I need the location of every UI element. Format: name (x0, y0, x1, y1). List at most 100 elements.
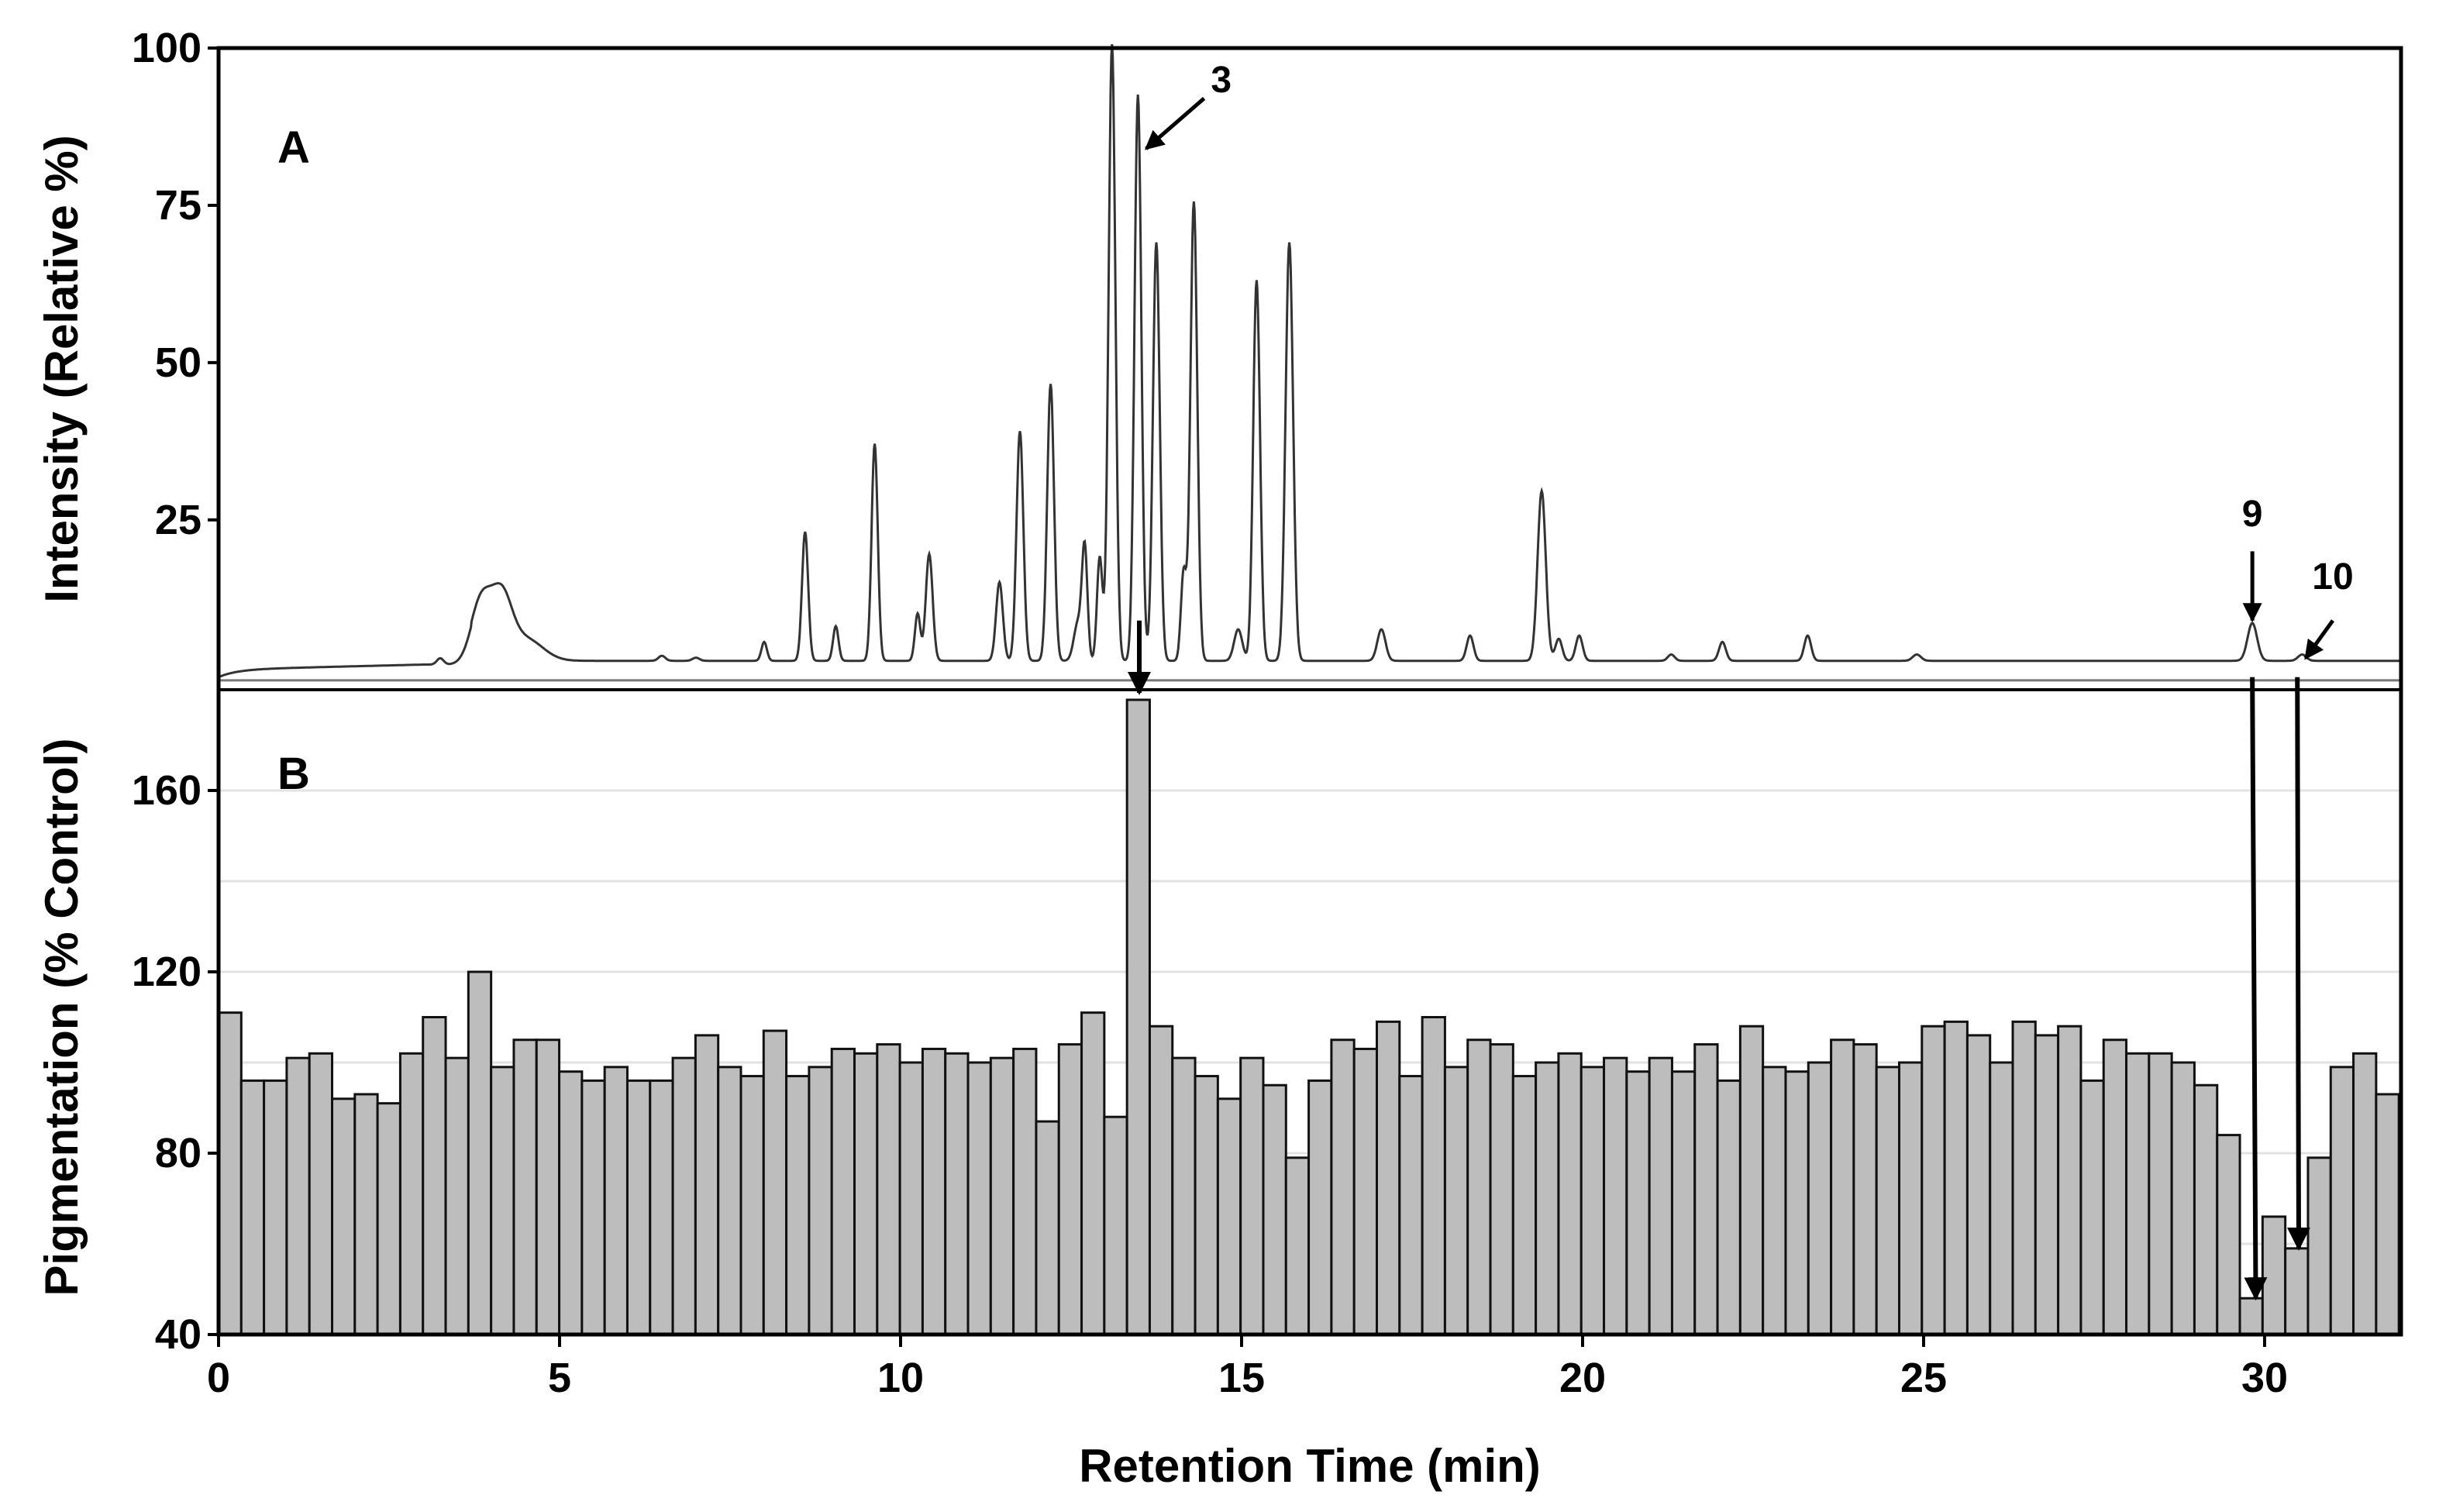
bioassay-bar (830, 1047, 856, 1336)
bioassay-bar (2329, 1066, 2355, 1336)
bioassay-bar (2170, 1061, 2196, 1336)
bioassay-bar (1965, 1034, 1992, 1336)
bioassay-bar (308, 1052, 334, 1336)
bioassay-bar (1875, 1066, 1900, 1336)
bioassay-bar (625, 1079, 652, 1336)
bioassay-bar (1125, 698, 1151, 1336)
bioassay-bar (1989, 1061, 2014, 1336)
peak-10-label: 10 (2312, 556, 2353, 598)
x-tick-label: 0 (207, 1355, 230, 1401)
bioassay-bar (580, 1079, 606, 1336)
peak-3-pointer (1144, 97, 1206, 150)
bioassay-bar (717, 1066, 742, 1336)
bioassay-bar (989, 1056, 1015, 1336)
bioassay-bar (2193, 1083, 2219, 1336)
bioassay-bar (1648, 1056, 1673, 1336)
bioassay-bar (239, 1079, 266, 1336)
bioassay-bar (2216, 1134, 2241, 1336)
bioassay-bar (1579, 1066, 1606, 1336)
bioassay-bar (944, 1052, 970, 1336)
bioassay-bar (603, 1066, 629, 1336)
x-tick-label: 10 (877, 1355, 924, 1401)
bioassay-bar (694, 1034, 720, 1336)
bioassay-bar (1943, 1020, 1969, 1336)
bioassay-bar (785, 1075, 811, 1336)
bioassay-bar (1921, 1025, 1946, 1336)
bioassay-bar (762, 1029, 788, 1336)
bioassay-bar (1307, 1079, 1333, 1336)
bioassay-bar (1670, 1070, 1697, 1336)
bioassay-bar (966, 1061, 992, 1336)
peak-9-label: 9 (2242, 494, 2263, 535)
bioassay-bar (376, 1102, 401, 1336)
bioassay-bar (1103, 1115, 1128, 1336)
bioassay-bar (1830, 1038, 1855, 1336)
x-tick-label: 20 (1559, 1355, 1606, 1401)
bioassay-bar (1443, 1066, 1469, 1336)
bioassay-bar (1511, 1075, 1538, 1336)
bioassay-bar (353, 1093, 379, 1336)
bioassay-bar (1807, 1061, 1833, 1336)
panel-a-y-axis-title: Intensity (Relative %) (36, 135, 88, 603)
bioassay-bar (422, 1016, 447, 1336)
panel-a: 25 50 75 100 A Intensity (Relative %) 3 9 10 (36, 25, 2401, 682)
bioassay-bar (1693, 1043, 1719, 1336)
panel-a-y-tick-label: 75 (155, 182, 202, 229)
bioassay-bar (1784, 1070, 1810, 1336)
bioassay-bar (467, 970, 493, 1336)
panel-b-y-tick-label: 40 (155, 1311, 202, 1358)
bioassay-bar (898, 1061, 924, 1336)
panel-a-peak-annotations: 3 9 10 (1144, 60, 2354, 660)
bioassay-bar (1352, 1047, 1379, 1336)
bioassay-bar (1762, 1066, 1787, 1336)
bioassay-bar (1603, 1056, 1628, 1336)
bioassay-bar (444, 1056, 470, 1336)
correlation-arrows (1128, 620, 2310, 1301)
panel-b-y-tick-label: 160 (132, 767, 202, 814)
panel-b-y-axis-title: Pigmentation (% Control) (36, 739, 88, 1297)
bioassay-bar (1216, 1097, 1242, 1336)
bioassay-bar (2011, 1020, 2037, 1336)
bioassay-bar (2125, 1052, 2151, 1336)
bioassay-bar (2375, 1093, 2400, 1336)
bioassay-bar (1012, 1047, 1038, 1336)
bioassay-bar (2261, 1215, 2287, 1336)
bioassay-bar (1489, 1043, 1514, 1336)
bioassay-bar (1897, 1061, 1924, 1336)
x-tick-label: 5 (548, 1355, 571, 1401)
bioassay-bar (1376, 1020, 1401, 1336)
bioassay-bar (2079, 1079, 2105, 1336)
bioassay-bar (558, 1070, 584, 1336)
bioassay-bar (1148, 1025, 1174, 1336)
bioassay-bar (1557, 1052, 1583, 1336)
bioassay-bar (490, 1066, 515, 1336)
bioassay-bar (1852, 1043, 1878, 1336)
peak-10-pointer (2303, 619, 2335, 660)
bioassay-bar (1398, 1075, 1424, 1336)
peak-3-label: 3 (1211, 60, 1232, 101)
x-tick-label: 25 (1900, 1355, 1947, 1401)
panel-b-label: B (277, 749, 310, 799)
bioassay-bar (2102, 1038, 2128, 1336)
bioassay-bar (331, 1097, 357, 1336)
bioassay-bar (2057, 1025, 2082, 1336)
x-tick-label: 15 (1218, 1355, 1265, 1401)
bioassay-bar (1080, 1011, 1106, 1336)
bioassay-bar (1625, 1070, 1651, 1336)
bioassay-bar (1535, 1061, 1560, 1336)
chromatogram-trace (218, 44, 2401, 679)
bioassay-bar (217, 1011, 243, 1336)
bioassay-bar (263, 1079, 288, 1336)
bioassay-bar (535, 1038, 561, 1336)
bioassay-bar (1466, 1038, 1492, 1336)
bioassay-bar (853, 1052, 879, 1336)
bioassay-bar (1239, 1056, 1265, 1336)
peak-10-to-bar-arrow (2286, 677, 2310, 1251)
panel-b: 40 80 120 160 B Pigmentation (% Control) (36, 698, 2401, 1358)
panel-a-y-tick-label: 25 (155, 497, 202, 543)
bioassay-bar (2238, 1297, 2264, 1336)
bioassay-bar (512, 1038, 538, 1336)
peak-9-to-bar-arrow (2244, 677, 2268, 1301)
bioassay-bar (649, 1079, 674, 1336)
